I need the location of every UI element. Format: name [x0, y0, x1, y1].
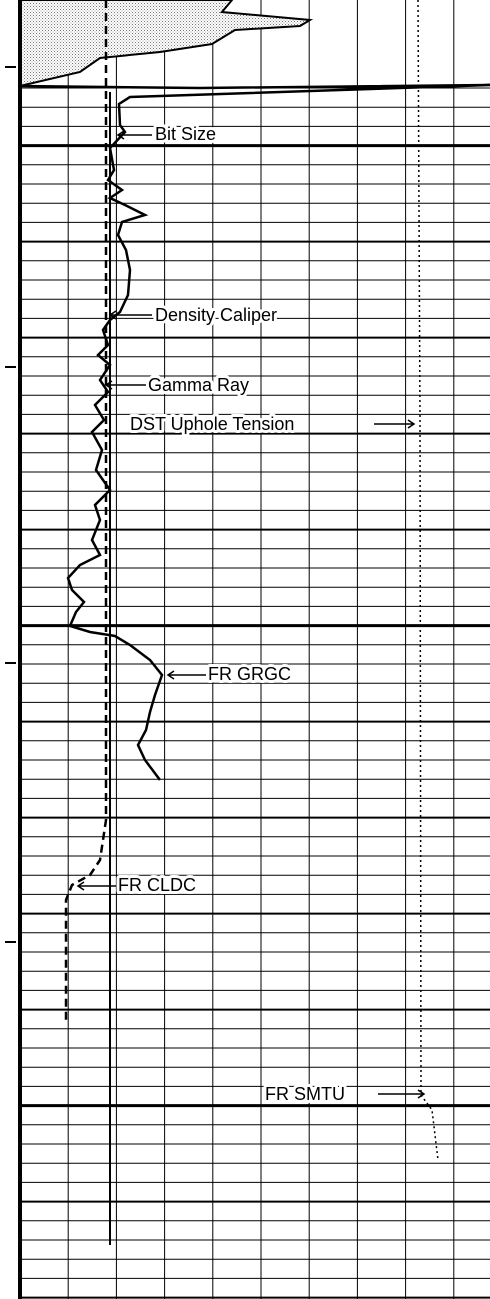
tension-curve [417, 0, 439, 1161]
curve-label: Bit Size [155, 124, 216, 144]
bit-size-curve [64, 0, 108, 1022]
curve-label: FR GRGC [208, 664, 291, 684]
shaded-area [19, 0, 314, 88]
curve-label: DST Uphole Tension [130, 414, 294, 434]
curve-labels [76, 130, 426, 1099]
curve-label: FR CLDC [118, 875, 196, 895]
grid [20, 0, 490, 1299]
curve-label: Gamma Ray [148, 375, 249, 395]
curve-label: FR SMTU [265, 1084, 345, 1104]
density-caliper-curve [19, 83, 490, 781]
curve-label: Density Caliper [155, 305, 277, 325]
depth-ticks [5, 66, 16, 943]
